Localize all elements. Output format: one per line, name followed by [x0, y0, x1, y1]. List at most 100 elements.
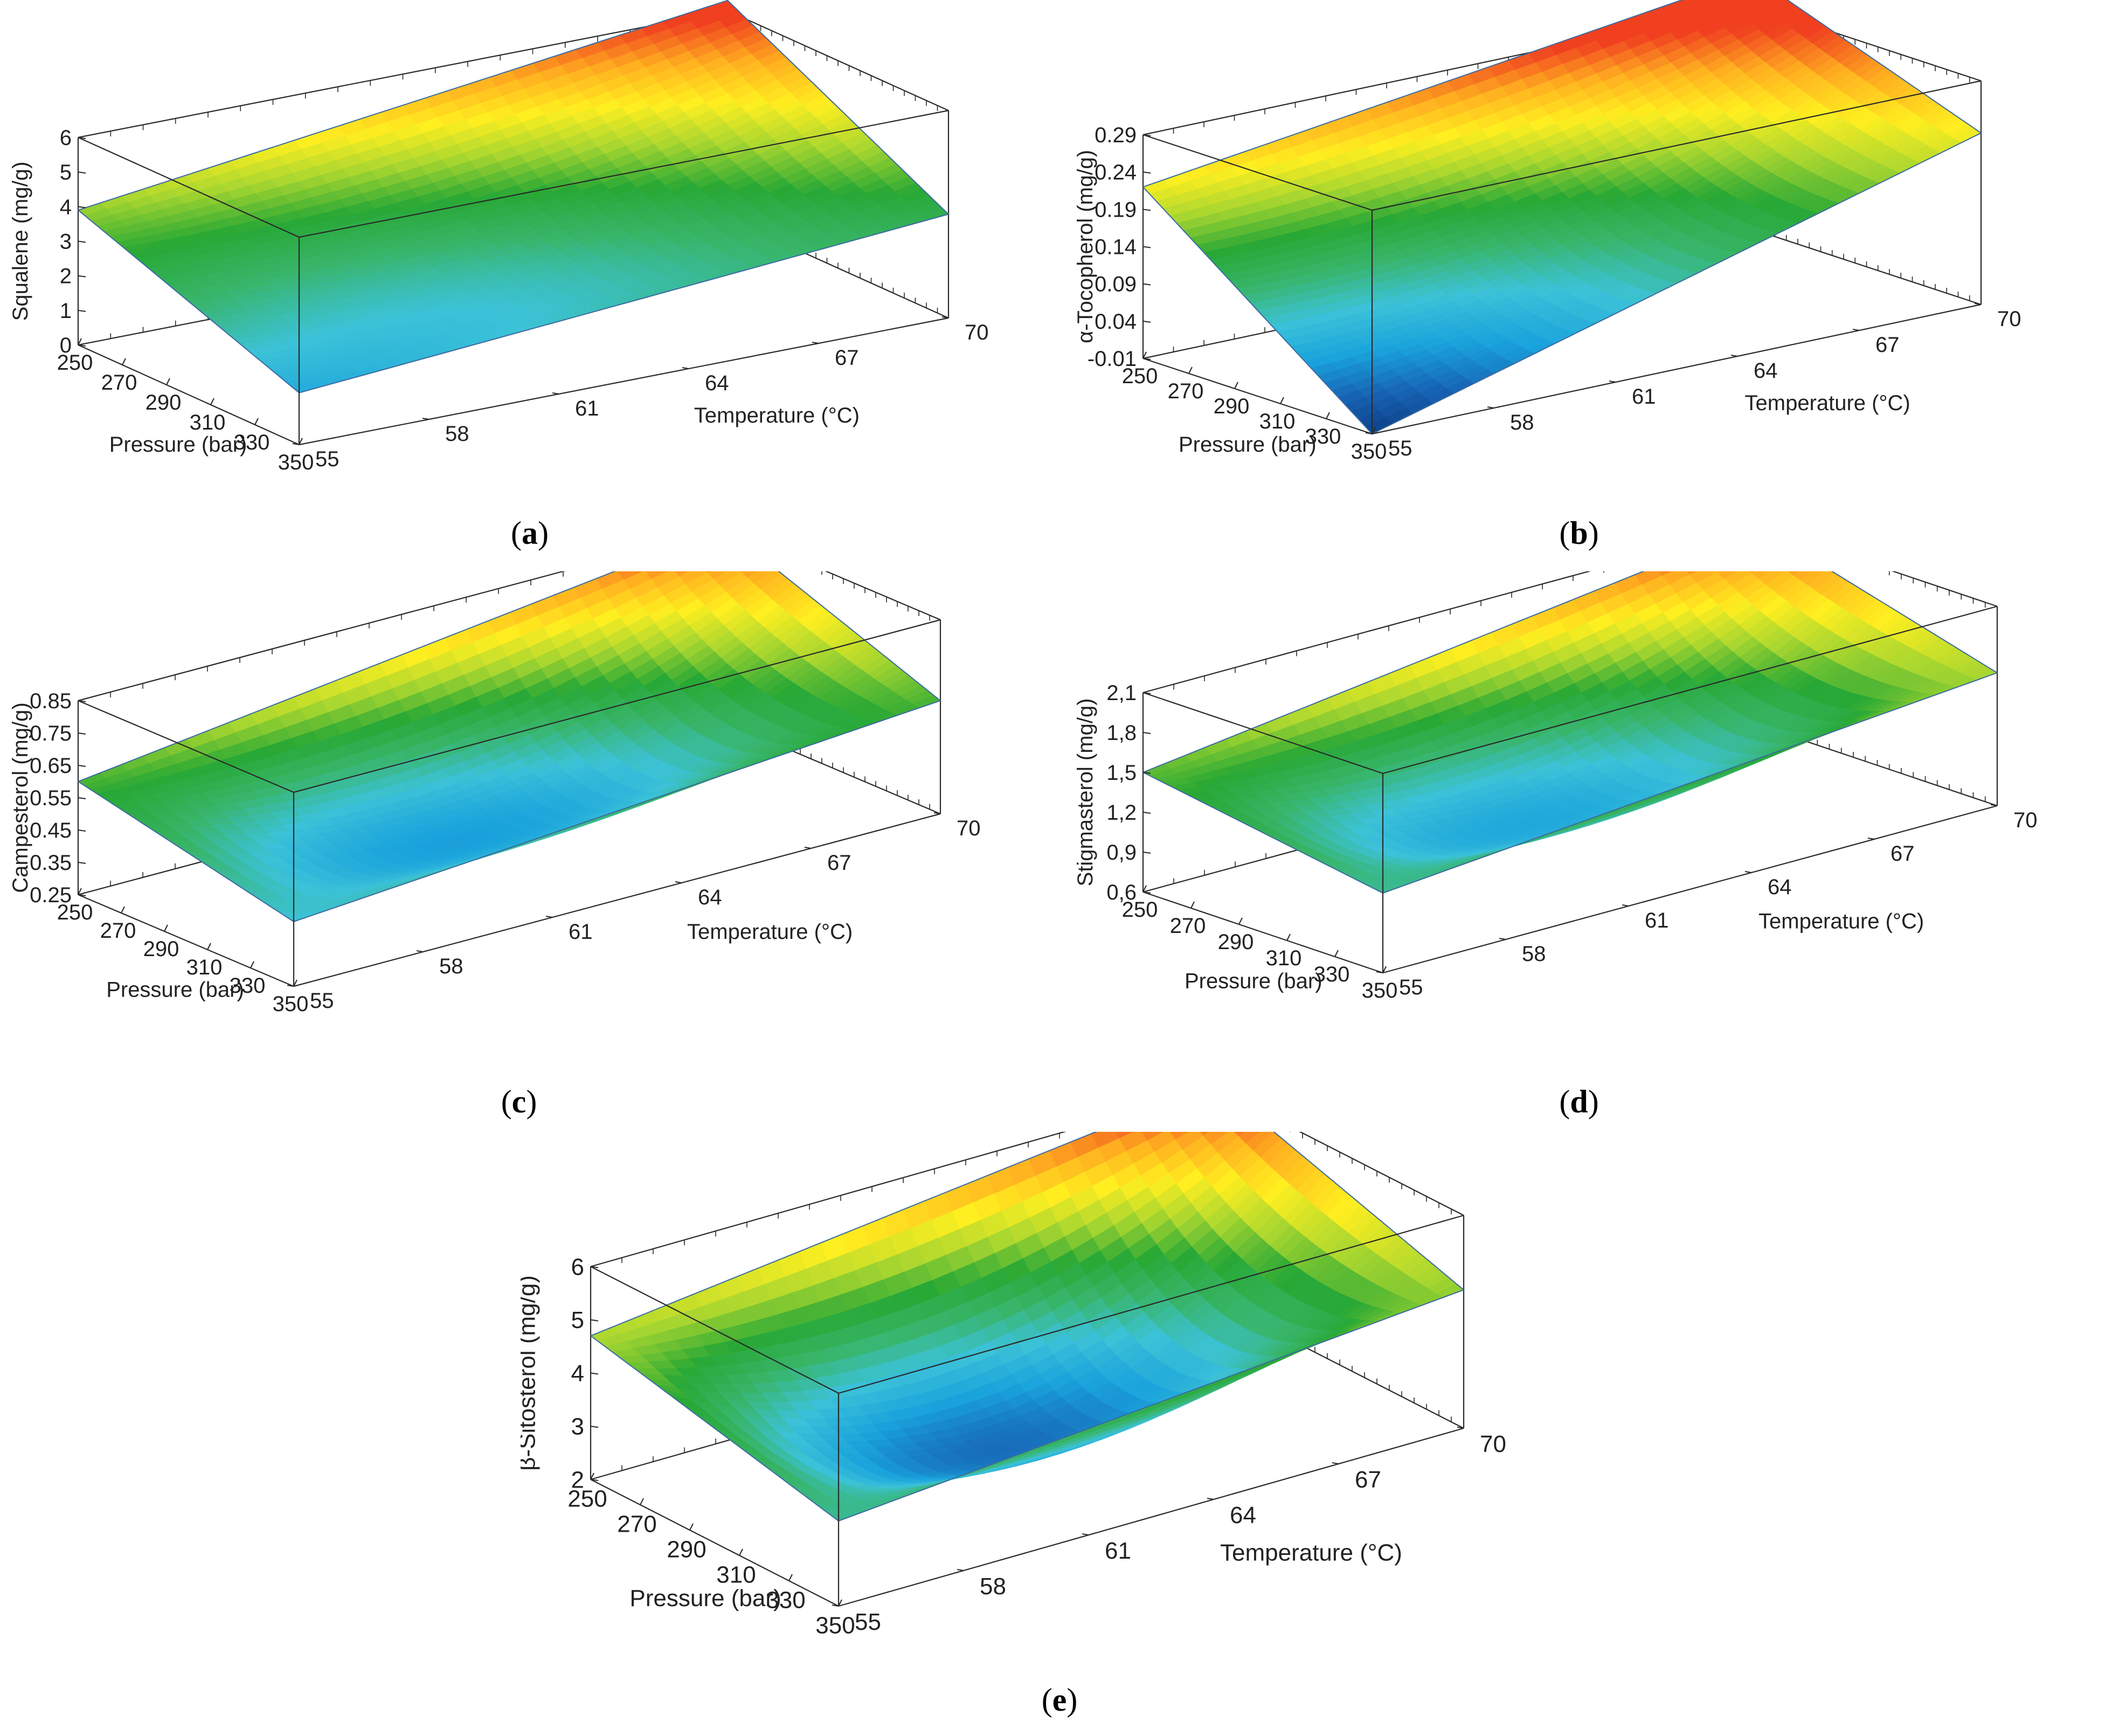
- z-tick: [1142, 171, 1151, 174]
- box-edge-front: [1372, 80, 1982, 211]
- x-tick-label: 310: [1266, 946, 1302, 970]
- z-tick: [1142, 320, 1151, 323]
- x-axis-title: Pressure (bar): [109, 433, 247, 457]
- x-tick-label: 350: [1351, 440, 1387, 464]
- y-tick: [1730, 355, 1738, 357]
- x-tick: [1234, 382, 1238, 389]
- panel-b: -0.01 0.04 0.09 0.14 0.19 0.24 0.29 250 270 290 31…: [1060, 0, 2119, 501]
- y-tick: [1974, 303, 1982, 305]
- y-tick: [941, 316, 949, 319]
- y-tick-label: 55: [315, 447, 340, 471]
- box-edge-front: [1142, 134, 1373, 211]
- y-tick: [1622, 904, 1629, 907]
- y-tick: [682, 367, 689, 369]
- y-tick-label: 61: [575, 397, 599, 420]
- x-tick: [207, 943, 211, 950]
- panel-d: 0,6 0,9 1,2 1,5 1,8 2,1 250 270 290 310 330 350 55 58…: [1060, 571, 2119, 1089]
- z-tick: [1142, 812, 1151, 814]
- surface: [590, 1132, 1465, 1522]
- y-tick: [1487, 406, 1494, 409]
- y-tick: [1499, 938, 1506, 940]
- caption-d: (d): [1559, 1084, 1599, 1119]
- x-tick: [293, 979, 297, 987]
- z-tick: [78, 240, 86, 243]
- z-tick: [78, 797, 86, 799]
- z-tick: [78, 894, 86, 896]
- z-tick-label: 0: [60, 334, 72, 357]
- x-tick-label: 250: [1122, 364, 1158, 388]
- z-tick-label: 0.14: [1095, 236, 1137, 259]
- panel-c: 0.25 0.35 0.45 0.55 0.65 0.75 0.85 250 270 290 310…: [0, 571, 1060, 1089]
- y-tick-label: 61: [1632, 385, 1656, 409]
- z-tick-label: 3: [60, 230, 72, 254]
- caption-a: (a): [511, 515, 549, 551]
- x-tick-label: 250: [57, 351, 93, 375]
- y-tick-label: 55: [1388, 437, 1412, 460]
- box-edge-front: [78, 894, 294, 987]
- z-axis-title: Squalene (mg/g): [9, 162, 32, 321]
- x-tick: [299, 438, 303, 445]
- z-tick: [78, 765, 86, 767]
- z-tick: [1142, 692, 1151, 694]
- y-tick-label: 67: [827, 851, 851, 875]
- x-tick-label: 310: [190, 411, 226, 434]
- x-axis-title: Pressure (bar): [1185, 970, 1322, 993]
- x-tick: [1326, 412, 1330, 419]
- z-tick: [1142, 283, 1151, 286]
- z-tick: [78, 171, 86, 174]
- x-tick-label: 250: [1122, 898, 1158, 922]
- x-tick-label: 350: [278, 451, 314, 474]
- z-tick: [1142, 891, 1151, 894]
- box-edge-front: [1142, 691, 1383, 774]
- box-edge-front: [1142, 891, 1383, 974]
- z-tick-label: 0.75: [30, 722, 72, 745]
- x-tick-label: 270: [100, 919, 136, 943]
- y-tick-label: 55: [1399, 976, 1423, 999]
- z-tick: [78, 700, 86, 702]
- box-edge-front: [1382, 805, 1998, 974]
- x-tick: [1286, 933, 1291, 941]
- caption-b: (b): [1559, 515, 1599, 551]
- x-tick: [1334, 950, 1339, 957]
- surface-plot-c: 0.250.350.450.550.650.750.85250270290310…: [9, 571, 981, 1016]
- y-tick: [1365, 432, 1373, 434]
- y-tick-label: 67: [835, 346, 859, 370]
- y-axis-title: Temperature (°C): [1745, 391, 1910, 415]
- x-tick: [1372, 427, 1376, 434]
- z-tick: [1142, 209, 1151, 211]
- x-tick: [254, 418, 259, 425]
- y-tick: [1744, 871, 1752, 873]
- y-tick-label: 61: [1645, 909, 1669, 932]
- x-tick: [1188, 366, 1193, 374]
- x-tick: [1238, 917, 1243, 925]
- x-axis-title: Pressure (bar): [106, 978, 244, 1002]
- z-tick-label: 0.85: [30, 689, 72, 713]
- x-tick-label: 330: [230, 974, 266, 998]
- box-edge-front: [1382, 605, 1998, 774]
- y-tick-label: 70: [2013, 808, 2038, 832]
- x-tick: [1382, 966, 1387, 973]
- x-tick: [164, 924, 168, 932]
- y-tick: [675, 881, 682, 883]
- x-tick-label: 270: [101, 371, 137, 395]
- box-edge: [1891, 571, 1998, 607]
- x-tick-label: 290: [146, 391, 182, 414]
- box-edge-front: [299, 317, 949, 446]
- x-tick-label: 350: [1362, 979, 1398, 1002]
- y-tick-label: 70: [965, 321, 989, 344]
- z-tick: [78, 206, 86, 209]
- z-tick: [1142, 246, 1151, 248]
- z-tick: [1142, 732, 1151, 734]
- z-tick-label: 2,1: [1106, 681, 1137, 705]
- y-tick-label: 64: [698, 886, 722, 909]
- x-tick-label: 250: [57, 901, 93, 924]
- y-tick: [416, 950, 424, 952]
- x-tick-label: 310: [186, 956, 223, 979]
- caption-c: (c): [501, 1084, 537, 1119]
- y-axis-title: Temperature (°C): [1758, 910, 1924, 933]
- z-tick-label: 1,5: [1106, 761, 1137, 785]
- x-tick-label: 290: [1214, 395, 1250, 418]
- z-tick: [78, 732, 86, 735]
